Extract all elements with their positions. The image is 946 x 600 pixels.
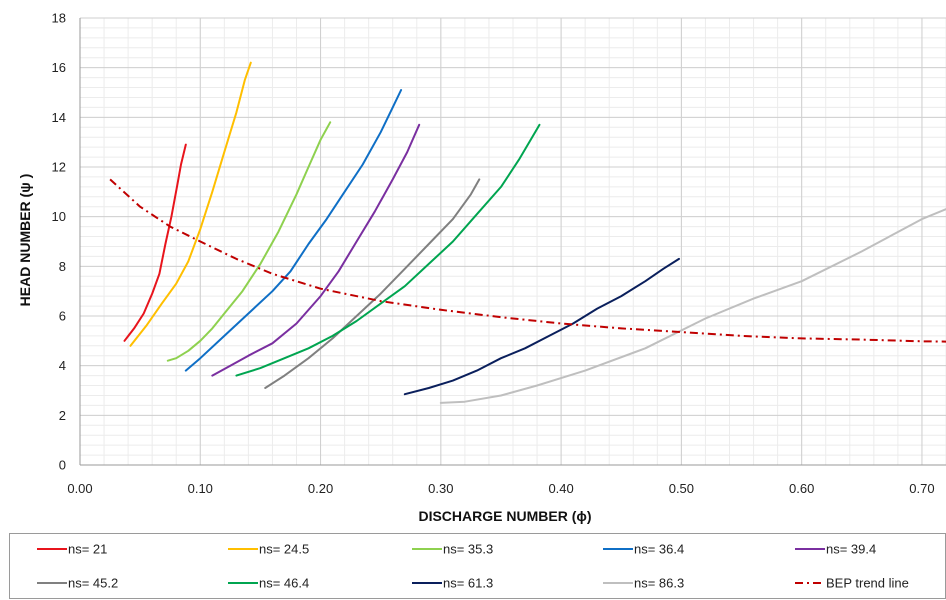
x-tick-label: 0.70 <box>909 481 934 496</box>
axes: 0.00 0.10 0.20 0.30 0.40 0.50 0.60 0.70 0 2 4 6 8 10 1… <box>52 11 946 496</box>
x-tick-label: 0.30 <box>428 481 453 496</box>
series-line-7 <box>235 123 541 377</box>
y-tick-label: 16 <box>52 60 66 75</box>
y-axis-title: HEAD NUMBER (ψ ) <box>17 174 33 307</box>
y-tick-label: 12 <box>52 160 66 175</box>
legend-label-9: ns= 86.3 <box>634 576 684 591</box>
x-tick-label: 0.60 <box>789 481 814 496</box>
legend-label-3: ns= 35.3 <box>443 542 493 557</box>
y-tick-label: 2 <box>59 408 66 423</box>
series-line-3 <box>166 121 332 362</box>
series-line-10 <box>109 178 946 343</box>
legend-label-7: ns= 46.4 <box>259 576 309 591</box>
legend-label-1: ns= 21 <box>68 542 107 557</box>
y-tick-label: 0 <box>59 458 66 473</box>
series-line-5 <box>211 123 421 377</box>
legend-label-6: ns= 45.2 <box>68 576 118 591</box>
legend-label-2: ns= 24.5 <box>259 542 309 557</box>
y-tick-label: 6 <box>59 309 66 324</box>
series-line-2 <box>129 61 252 347</box>
legend: ns= 21 ns= 24.5 ns= 35.3 ns= 36.4 ns= 39.4 ns… <box>9 533 946 599</box>
x-tick-label: 0.10 <box>188 481 213 496</box>
legend-label-5: ns= 39.4 <box>826 542 876 557</box>
y-tick-label: 14 <box>52 110 66 125</box>
y-tick-label: 8 <box>59 259 66 274</box>
series-line-8 <box>403 257 680 396</box>
x-tick-label: 0.20 <box>308 481 333 496</box>
legend-label-8: ns= 61.3 <box>443 576 493 591</box>
legend-label-10: BEP trend line <box>826 576 909 591</box>
y-tick-label: 10 <box>52 209 66 224</box>
legend-label-4: ns= 36.4 <box>634 542 684 557</box>
y-tick-label: 18 <box>52 11 66 26</box>
x-axis-title: DISCHARGE NUMBER (ϕ) <box>418 508 591 524</box>
series-line-9 <box>439 208 946 404</box>
grid <box>79 17 946 466</box>
series-line-6 <box>264 178 481 389</box>
y-tick-label: 4 <box>59 358 66 373</box>
series-line-4 <box>184 89 403 372</box>
x-tick-label: 0.00 <box>67 481 92 496</box>
x-tick-label: 0.40 <box>548 481 573 496</box>
series-line-1 <box>123 143 187 342</box>
x-tick-label: 0.50 <box>669 481 694 496</box>
series-layer <box>109 61 946 404</box>
